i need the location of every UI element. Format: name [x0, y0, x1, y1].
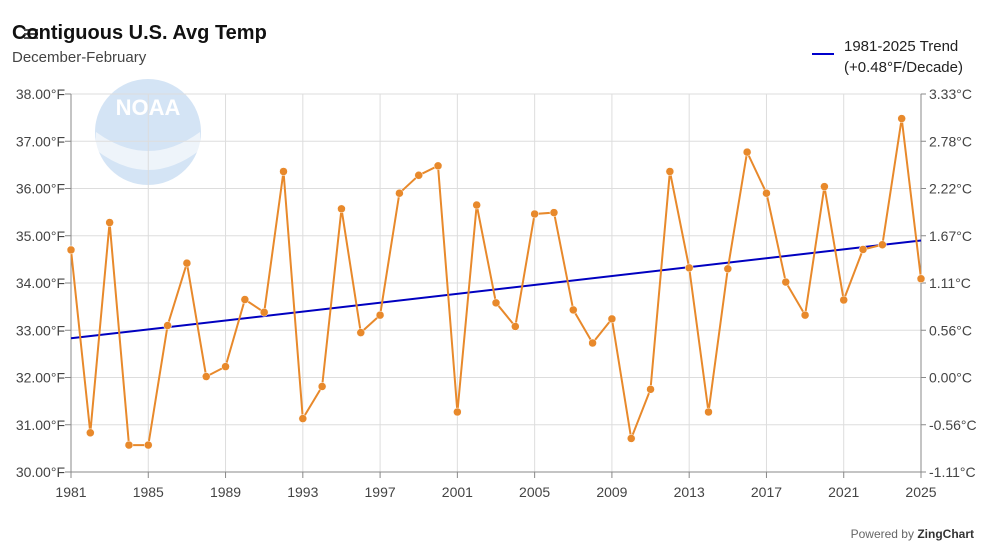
data-point: [491, 298, 501, 308]
powered-by-brand: ZingChart: [917, 527, 974, 541]
data-point: [375, 310, 385, 320]
legend-trend-swatch: [812, 53, 834, 55]
x-tick-label: 1989: [210, 484, 241, 500]
y-tick-label-right: 0.00°C: [929, 370, 972, 386]
x-tick-label: 2021: [828, 484, 859, 500]
legend-trend-label: 1981-2025 Trend (+0.48°F/Decade): [844, 36, 963, 78]
trend-line: [70, 239, 922, 340]
y-tick-label-right: 2.22°C: [929, 181, 972, 197]
series-layer: [66, 114, 926, 450]
data-point: [317, 382, 327, 391]
x-axis-ticks: 1981 1985 1989 1993 1997 2001 2005 2009 2013 2017…: [55, 484, 936, 500]
data-point: [626, 434, 636, 443]
y-tick-label-left: 34.00°F: [16, 275, 65, 291]
legend[interactable]: 1981-2025 Trend (+0.48°F/Decade): [812, 36, 982, 80]
x-tick-label: 2009: [596, 484, 627, 500]
data-point: [800, 310, 810, 320]
data-point: [201, 372, 211, 381]
data-point: [66, 245, 76, 255]
data-point: [723, 264, 733, 274]
x-tick-label: 2013: [674, 484, 705, 500]
data-point: [820, 182, 829, 191]
data-point: [742, 147, 752, 157]
x-tick-label: 1981: [55, 484, 86, 500]
powered-by[interactable]: Powered by ZingChart: [851, 527, 974, 541]
y-tick-label-left: 38.00°F: [16, 86, 65, 102]
y-tick-label-right: 1.11°C: [929, 275, 971, 291]
x-tick-label: 2025: [905, 484, 936, 500]
y-axis-left-ticks: 30.00°F 31.00°F 32.00°F 33.00°F 34.00°F 35.00…: [16, 86, 65, 480]
data-point: [337, 204, 346, 214]
data-point: [858, 245, 868, 254]
data-point: [472, 200, 481, 210]
data-point: [259, 308, 269, 317]
data-point: [839, 295, 848, 305]
data-point: [279, 167, 288, 176]
chart-subtitle: December-February: [12, 49, 147, 66]
x-tick-label: 1993: [287, 484, 318, 500]
y-axis-right-ticks: -1.11°C -0.56°C 0.00°C 0.56°C 1.11°C 1.67°C 2.…: [929, 86, 977, 480]
x-tick-label: 2005: [519, 484, 550, 500]
data-point: [182, 258, 192, 268]
data-point: [569, 305, 578, 315]
data-point: [684, 263, 694, 273]
y-tick-label-left: 32.00°F: [16, 370, 65, 386]
data-point: [878, 240, 887, 249]
data-point: [395, 188, 404, 198]
data-point: [356, 328, 366, 337]
data-point: [549, 208, 559, 217]
grid: [70, 93, 922, 473]
data-point: [916, 274, 926, 283]
trend-layer: [70, 239, 922, 340]
data-point: [511, 322, 520, 331]
data-point: [704, 407, 713, 417]
y-tick-label-left: 36.00°F: [16, 181, 65, 197]
data-point: [588, 338, 597, 348]
x-tick-label: 1985: [133, 484, 164, 500]
legend-trend-title: 1981-2025 Trend: [844, 38, 959, 55]
y-tick-label-right: 3.33°C: [929, 86, 972, 102]
y-tick-label-left: 33.00°F: [16, 322, 65, 338]
data-point: [163, 321, 172, 330]
data-point: [897, 114, 906, 123]
y-tick-label-right: 2.78°C: [929, 133, 972, 149]
y-tick-label-left: 37.00°F: [16, 133, 65, 149]
y-tick-label-right: 0.56°C: [929, 322, 972, 338]
data-point: [298, 414, 308, 423]
x-tick-label: 2017: [751, 484, 782, 500]
data-point: [105, 218, 114, 227]
x-tick-label: 1997: [365, 484, 396, 500]
data-point: [144, 440, 153, 450]
y-tick-label-right: -0.56°C: [929, 417, 977, 433]
data-point: [607, 314, 617, 324]
y-tick-label-left: 35.00°F: [16, 228, 65, 244]
powered-by-prefix: Powered by: [850, 527, 914, 541]
data-point: [762, 188, 771, 198]
data-point: [124, 440, 134, 450]
temperature-series-line: [70, 118, 922, 447]
data-point: [453, 407, 462, 417]
y-tick-label-right: 1.67°C: [929, 228, 972, 244]
data-point: [221, 362, 230, 371]
y-tick-label-left: 31.00°F: [16, 417, 65, 433]
data-point: [414, 171, 423, 180]
y-tick-label-left: 30.00°F: [16, 464, 65, 480]
legend-trend-rate: (+0.48°F/Decade): [844, 59, 963, 76]
chart-menu-icon[interactable]: [24, 29, 38, 39]
axes: [65, 93, 926, 478]
data-point: [86, 428, 95, 438]
data-point: [530, 209, 539, 219]
data-point: [646, 385, 655, 394]
y-tick-label-right: -1.11°C: [929, 464, 976, 480]
data-point: [665, 167, 675, 176]
data-point: [781, 277, 791, 287]
x-tick-label: 2001: [442, 484, 473, 500]
data-point: [240, 295, 250, 304]
data-point: [433, 161, 443, 171]
chart-title: Contiguous U.S. Avg Temp: [12, 22, 267, 44]
